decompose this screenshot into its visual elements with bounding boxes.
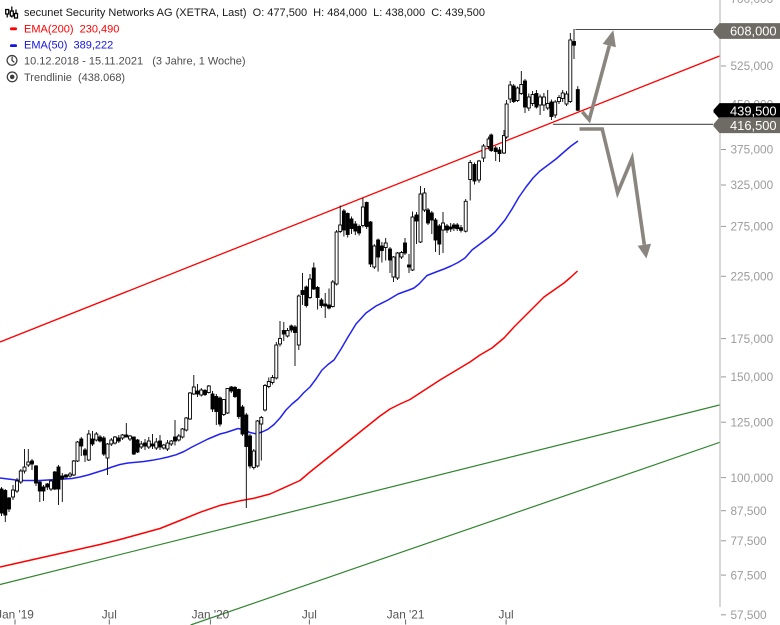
svg-text:125,000: 125,000: [731, 415, 774, 429]
svg-text:Trendlinie (438.068): Trendlinie (438.068): [24, 72, 125, 84]
svg-text:EMA(200) 230,490: EMA(200) 230,490: [24, 23, 119, 35]
svg-text:150,000: 150,000: [731, 370, 774, 384]
svg-text:375,000: 375,000: [731, 143, 774, 157]
svg-text:secunet Security Networks AG (: secunet Security Networks AG (XETRA, Las…: [24, 7, 485, 19]
svg-text:Jan '21: Jan '21: [387, 608, 425, 622]
svg-text:608,000: 608,000: [730, 24, 777, 39]
svg-text:87,500: 87,500: [731, 504, 768, 518]
svg-text:175,000: 175,000: [731, 332, 774, 346]
svg-text:Jan '20: Jan '20: [192, 608, 230, 622]
svg-text:325,000: 325,000: [731, 178, 774, 192]
svg-text:Jul: Jul: [302, 608, 317, 622]
svg-text:Jul: Jul: [499, 608, 514, 622]
svg-text:700,000: 700,000: [731, 0, 774, 6]
svg-text:525,000: 525,000: [731, 59, 774, 73]
svg-text:Jul: Jul: [102, 608, 117, 622]
svg-text:439,500: 439,500: [730, 104, 777, 119]
svg-text:10.12.2018 - 15.11.2021 (3 J: 10.12.2018 - 15.11.2021 (3 Jahre, 1 Woch…: [24, 56, 246, 68]
svg-text:57,500: 57,500: [731, 608, 768, 622]
svg-text:100,000: 100,000: [731, 471, 774, 485]
svg-text:Jan '19: Jan '19: [0, 608, 34, 622]
svg-text:225,000: 225,000: [731, 270, 774, 284]
svg-text:275,000: 275,000: [731, 220, 774, 234]
svg-text:67,500: 67,500: [731, 568, 768, 582]
svg-text:77,500: 77,500: [731, 534, 768, 548]
svg-text:EMA(50) 389,222: EMA(50) 389,222: [24, 40, 113, 52]
svg-text:416,500: 416,500: [730, 118, 777, 133]
